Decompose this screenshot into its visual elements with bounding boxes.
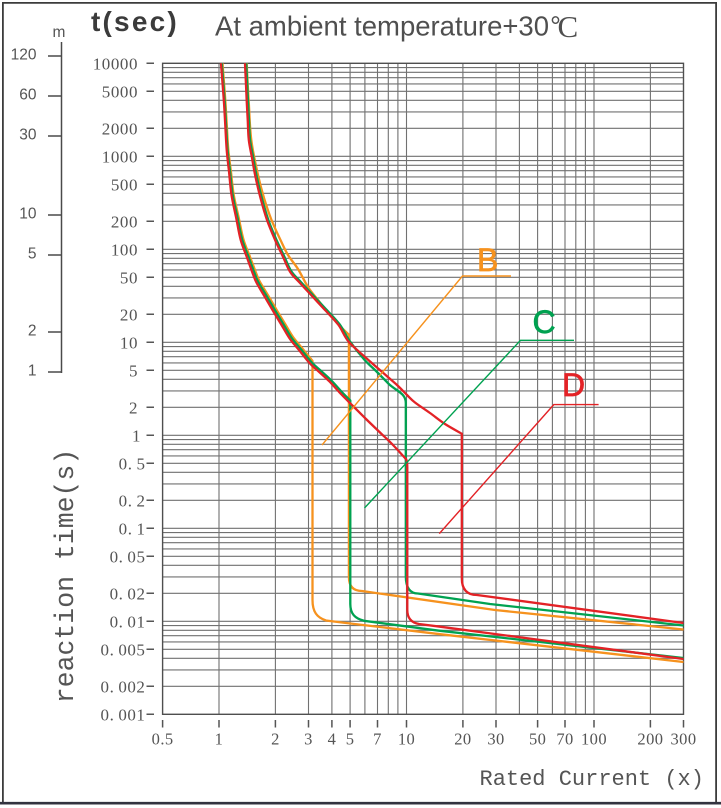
svg-text:5000: 5000 <box>102 82 138 101</box>
svg-text:10000: 10000 <box>93 54 138 73</box>
svg-text:Rated Current (x): Rated Current (x) <box>480 767 704 792</box>
svg-text:300: 300 <box>671 730 697 749</box>
svg-text:0. 005: 0. 005 <box>101 640 146 659</box>
svg-text:70: 70 <box>556 730 573 749</box>
svg-text:2: 2 <box>28 323 37 340</box>
svg-text:100: 100 <box>111 240 138 259</box>
svg-text:7: 7 <box>373 730 382 749</box>
svg-text:50: 50 <box>529 730 546 749</box>
svg-text:4: 4 <box>328 730 337 749</box>
svg-text:5: 5 <box>346 730 355 749</box>
svg-text:0. 1: 0. 1 <box>119 519 146 538</box>
svg-text:0. 002: 0. 002 <box>101 677 146 696</box>
svg-text:2: 2 <box>271 730 280 749</box>
svg-text:m: m <box>53 24 66 41</box>
svg-text:°: ° <box>550 11 561 42</box>
svg-text:0. 01: 0. 01 <box>110 612 146 631</box>
svg-text:10: 10 <box>19 206 37 223</box>
svg-text:C: C <box>533 304 556 340</box>
svg-text:3: 3 <box>304 730 313 749</box>
svg-text:t(sec): t(sec) <box>91 6 179 37</box>
svg-text:1: 1 <box>132 426 141 445</box>
svg-text:0.5: 0.5 <box>152 730 174 749</box>
svg-text:30: 30 <box>19 127 37 144</box>
svg-text:2000: 2000 <box>102 119 138 138</box>
svg-text:1: 1 <box>28 363 37 380</box>
svg-text:0. 02: 0. 02 <box>110 584 146 603</box>
svg-text:B: B <box>477 242 498 278</box>
svg-text:120: 120 <box>11 47 37 64</box>
svg-text:20: 20 <box>120 305 138 324</box>
svg-text:100: 100 <box>581 730 607 749</box>
svg-text:0. 001: 0. 001 <box>101 705 146 724</box>
svg-text:10: 10 <box>398 730 415 749</box>
svg-text:60: 60 <box>19 87 37 104</box>
svg-text:0. 5: 0. 5 <box>119 454 146 473</box>
svg-text:D: D <box>562 367 585 403</box>
svg-text:10: 10 <box>120 333 138 352</box>
svg-text:200: 200 <box>637 730 663 749</box>
svg-text:C: C <box>558 9 579 44</box>
svg-text:1: 1 <box>215 730 224 749</box>
svg-text:At ambient temperature+30: At ambient temperature+30 <box>215 11 549 42</box>
svg-text:30: 30 <box>487 730 504 749</box>
svg-text:reaction time(s): reaction time(s) <box>51 449 81 703</box>
svg-text:5: 5 <box>28 246 37 263</box>
svg-text:0. 05: 0. 05 <box>110 547 146 566</box>
svg-text:1000: 1000 <box>102 147 138 166</box>
svg-text:5: 5 <box>129 361 138 380</box>
svg-text:500: 500 <box>111 175 138 194</box>
svg-text:0. 2: 0. 2 <box>119 491 146 510</box>
svg-text:50: 50 <box>120 268 138 287</box>
svg-text:20: 20 <box>454 730 471 749</box>
svg-text:2: 2 <box>129 398 138 417</box>
svg-text:200: 200 <box>111 212 138 231</box>
